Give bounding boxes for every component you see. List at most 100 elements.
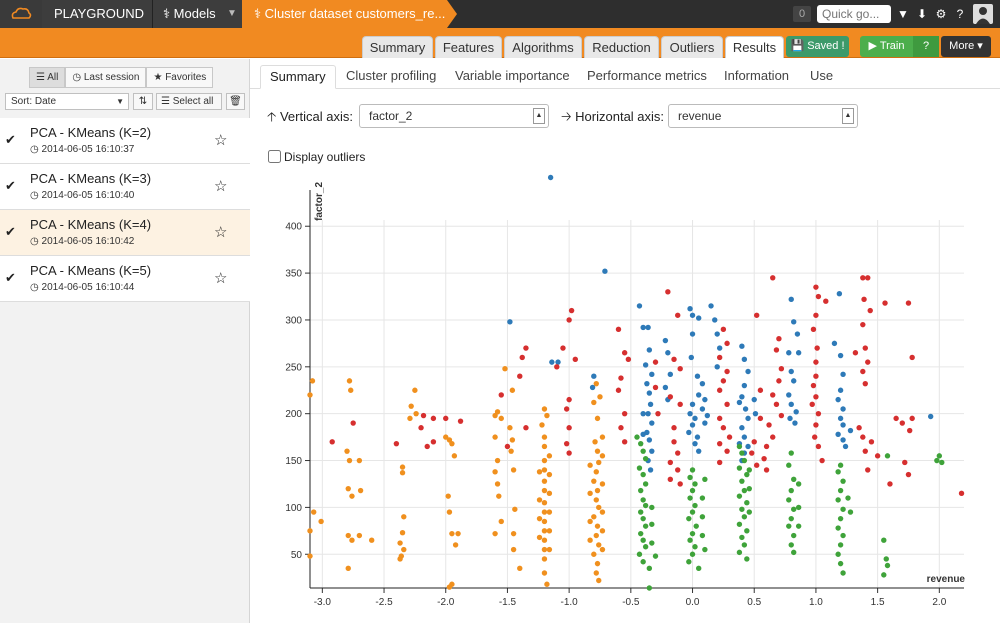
- filter-last-session-button[interactable]: ◷ Last session: [65, 67, 147, 88]
- avatar[interactable]: [973, 4, 993, 24]
- filter-favorites-button[interactable]: ★ Favorites: [146, 67, 214, 88]
- scatter-point-cluster-3: [837, 515, 844, 522]
- display-outliers-option[interactable]: Display outliers: [268, 150, 365, 164]
- scatter-point-cluster-2: [882, 300, 888, 306]
- horizontal-axis-select[interactable]: revenue ▲: [668, 104, 858, 128]
- subtab-use[interactable]: Use: [810, 68, 834, 83]
- scatter-point-cluster-1: [687, 410, 693, 417]
- scatter-point-cluster-0: [593, 570, 599, 576]
- star-icon[interactable]: ☆: [214, 270, 228, 287]
- scatter-point-cluster-2: [823, 298, 829, 304]
- train-button[interactable]: ▶ Train: [860, 36, 913, 57]
- list-item[interactable]: ✔ PCA - KMeans (K=3) ◷ 2014-06-05 16:10:…: [0, 164, 250, 210]
- scatter-point-cluster-0: [307, 553, 313, 559]
- scatter-point-cluster-3: [739, 506, 745, 512]
- breadcrumb-dataset[interactable]: ⚕ Cluster dataset customers_re...: [242, 0, 447, 28]
- star-icon[interactable]: ☆: [214, 178, 228, 195]
- tab-outliers[interactable]: Outliers: [661, 36, 723, 58]
- scatter-point-cluster-3: [736, 493, 743, 499]
- select-all-button[interactable]: ☰ Select all: [156, 93, 222, 110]
- scatter-point-cluster-2: [671, 439, 677, 445]
- scatter-point-cluster-0: [492, 434, 498, 440]
- scatter-point-cluster-3: [791, 549, 797, 556]
- scatter-point-cluster-0: [596, 459, 602, 466]
- y-tick-label: 50: [291, 550, 303, 561]
- app-logo-icon[interactable]: [0, 0, 42, 28]
- scatter-point-cluster-3: [640, 537, 646, 543]
- saved-button[interactable]: 💾 Saved !: [786, 36, 849, 57]
- scatter-point-cluster-1: [694, 434, 701, 440]
- scatter-point-cluster-2: [665, 289, 671, 295]
- tab-reduction[interactable]: Reduction: [584, 36, 659, 58]
- scatter-point-cluster-0: [587, 537, 593, 543]
- help-button[interactable]: ?: [913, 36, 939, 57]
- subtab-performance-metrics[interactable]: Performance metrics: [587, 68, 707, 83]
- scatter-point-cluster-0: [401, 546, 407, 553]
- tab-summary[interactable]: Summary: [362, 36, 433, 58]
- scatter-point-cluster-3: [881, 537, 887, 543]
- tab-results[interactable]: Results: [725, 36, 784, 58]
- scatter-point-cluster-3: [687, 474, 693, 481]
- scatter-point-cluster-2: [773, 401, 780, 408]
- y-tick-label: 200: [285, 409, 302, 420]
- scatter-point-cluster-2: [677, 481, 683, 487]
- sort-select[interactable]: Sort: Date ▼: [5, 93, 129, 110]
- scatter-point-cluster-3: [687, 495, 693, 501]
- gear-icon[interactable]: ⚙: [935, 7, 947, 21]
- scatter-point-cluster-2: [770, 434, 776, 440]
- filter-all-button[interactable]: ☰ All: [29, 67, 66, 88]
- scatter-point-cluster-2: [716, 440, 723, 447]
- scatter-point-cluster-3: [699, 514, 706, 520]
- scatter-point-cluster-3: [788, 450, 794, 456]
- delete-button[interactable]: 🗑: [226, 93, 245, 110]
- scatter-point-cluster-2: [958, 490, 965, 497]
- scatter-point-cluster-1: [837, 352, 844, 359]
- list-item-selected[interactable]: ✔ PCA - KMeans (K=4) ◷ 2014-06-05 16:10:…: [0, 210, 250, 256]
- download-icon[interactable]: ⬇: [916, 7, 928, 21]
- tab-features[interactable]: Features: [435, 36, 502, 58]
- star-icon: ★: [153, 72, 163, 83]
- breadcrumb-project[interactable]: PLAYGROUND: [42, 0, 152, 28]
- subtab-cluster-profiling[interactable]: Cluster profiling: [346, 68, 437, 83]
- list-icon: ☰: [36, 72, 45, 83]
- caret-down-icon: ▼: [116, 97, 124, 106]
- scatter-point-cluster-1: [692, 440, 698, 447]
- scatter-point-cluster-2: [724, 340, 730, 347]
- filter-icon[interactable]: ▼: [897, 7, 909, 21]
- display-outliers-checkbox[interactable]: [268, 150, 281, 163]
- more-button[interactable]: More ▾: [941, 36, 991, 57]
- scatter-point-cluster-0: [546, 471, 553, 478]
- chevron-down-icon[interactable]: ▼: [227, 8, 237, 19]
- scatter-point-cluster-0: [510, 467, 517, 473]
- filter-button-group: ☰ All ◷ Last session ★ Favorites: [29, 67, 214, 88]
- subtab-variable-importance[interactable]: Variable importance: [455, 68, 570, 83]
- scatter-point-cluster-0: [455, 530, 461, 537]
- list-item[interactable]: ✔ PCA - KMeans (K=5) ◷ 2014-06-05 16:10:…: [0, 256, 250, 302]
- scatter-point-cluster-2: [899, 420, 906, 426]
- scatter-point-cluster-3: [795, 523, 802, 529]
- subtab-information[interactable]: Information: [724, 68, 790, 83]
- subtab-summary[interactable]: Summary: [260, 65, 336, 89]
- notification-count[interactable]: 0: [793, 6, 811, 22]
- scatter-point-cluster-1: [689, 401, 696, 408]
- breadcrumb-models[interactable]: ⚕ Models: [152, 0, 242, 28]
- arrow-up-icon: 🡡: [267, 109, 277, 124]
- scatter-point-cluster-0: [311, 509, 317, 515]
- model-sidebar: ☰ All ◷ Last session ★ Favorites Sort: D…: [0, 59, 250, 623]
- star-icon[interactable]: ☆: [214, 132, 228, 149]
- tab-algorithms[interactable]: Algorithms: [504, 36, 582, 58]
- help-icon[interactable]: ?: [956, 7, 964, 21]
- vertical-axis-select[interactable]: factor_2 ▲: [359, 104, 549, 128]
- scatter-point-cluster-2: [757, 387, 764, 393]
- sort-order-button[interactable]: ⇅: [133, 93, 153, 110]
- scatter-point-cluster-0: [346, 378, 353, 384]
- scatter-point-cluster-2: [716, 354, 723, 361]
- list-item[interactable]: ✔ PCA - KMeans (K=2) ◷ 2014-06-05 16:10:…: [0, 118, 250, 164]
- star-icon[interactable]: ☆: [214, 224, 228, 241]
- scatter-point-cluster-0: [357, 487, 364, 494]
- quick-go-input[interactable]: [817, 5, 891, 23]
- model-date-value: 2014-06-05 16:10:40: [41, 190, 135, 201]
- scatter-point-cluster-2: [563, 440, 570, 447]
- scatter-point-cluster-0: [356, 532, 363, 539]
- scatter-point-cluster-1: [688, 354, 694, 361]
